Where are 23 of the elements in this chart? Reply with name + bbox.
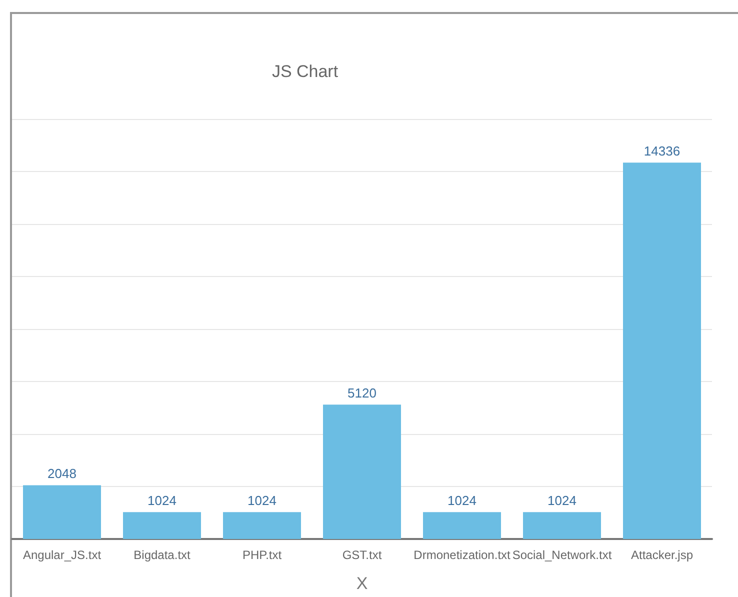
data-label: 14336 bbox=[644, 144, 680, 159]
bar bbox=[523, 512, 601, 539]
x-tick-label: Attacker.jsp bbox=[630, 548, 694, 562]
x-axis-title: X bbox=[356, 574, 368, 593]
data-label: 1024 bbox=[248, 493, 276, 508]
bar bbox=[123, 512, 201, 539]
chart-title: JS Chart bbox=[272, 62, 338, 81]
bar bbox=[223, 512, 301, 539]
x-tick-label: Drmonetization.txt bbox=[414, 548, 512, 562]
data-label: 5120 bbox=[348, 386, 376, 401]
bar bbox=[423, 512, 501, 539]
bar bbox=[23, 485, 101, 539]
bar bbox=[323, 404, 401, 539]
data-label: 1024 bbox=[448, 493, 476, 508]
data-label: 2048 bbox=[48, 466, 76, 482]
data-label: 1024 bbox=[148, 493, 176, 508]
x-tick-label: Social_Network.txt bbox=[512, 548, 612, 562]
bar bbox=[623, 162, 701, 539]
x-tick-label: Angular_JS.txt bbox=[22, 548, 102, 562]
x-tick-label: GST.txt bbox=[342, 548, 382, 562]
x-tick-label: Bigdata.txt bbox=[134, 548, 192, 562]
x-tick-label: PHP.txt bbox=[242, 548, 282, 562]
data-label: 1024 bbox=[548, 493, 576, 508]
